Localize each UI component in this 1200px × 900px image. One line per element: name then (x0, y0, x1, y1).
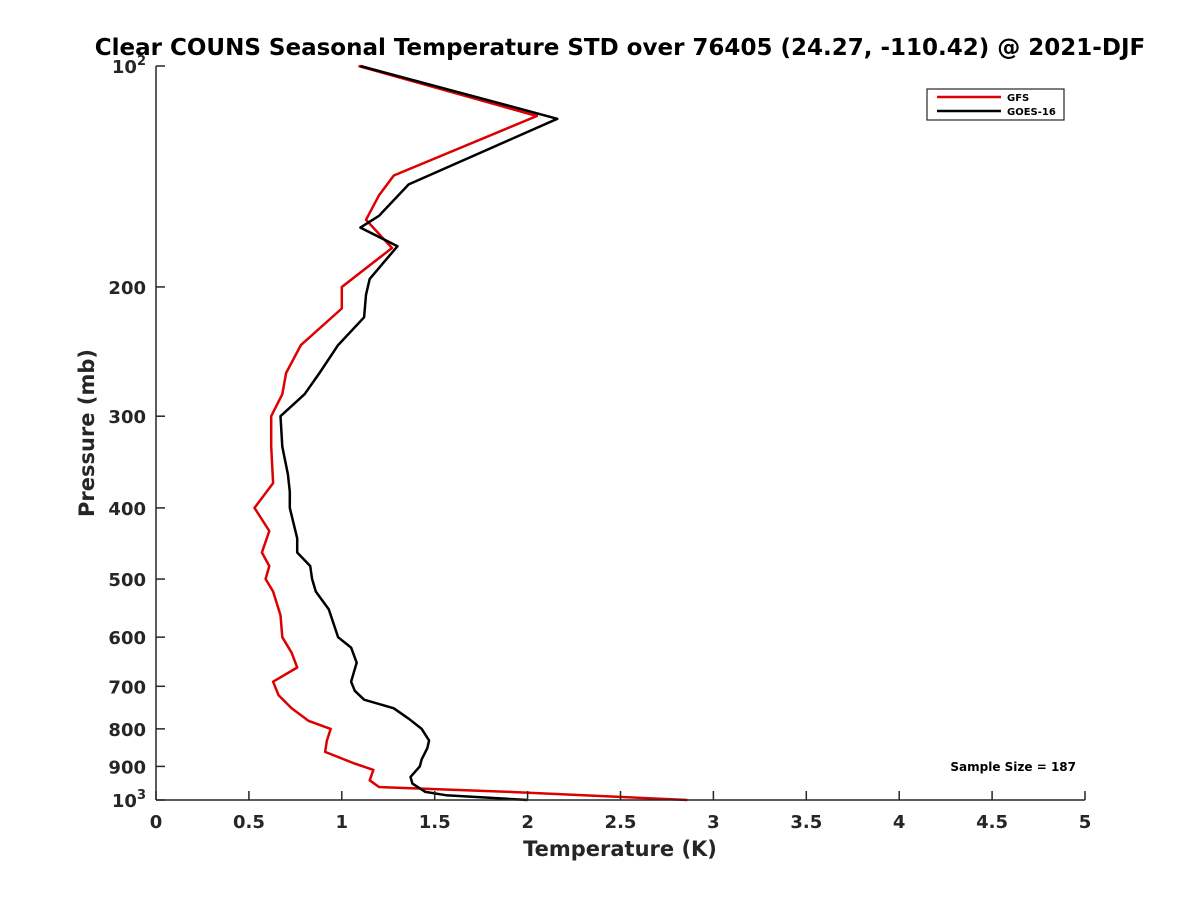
legend-label-gfs: GFS (1007, 93, 1029, 104)
y-tick-label: 600 (108, 628, 146, 649)
y-axis-ticks: 102 200 300 400 500 600 700 800 900 103 (108, 54, 165, 812)
x-axis-ticks: 0 0.5 1 1.5 2 2.5 3 3.5 4 4.5 5 (150, 791, 1092, 833)
y-tick-label: 200 (108, 278, 146, 299)
y-tick-label: 400 (108, 499, 146, 520)
y-tick-label: 102 (112, 54, 146, 78)
x-tick-label: 3.5 (790, 812, 822, 833)
x-tick-label: 4 (893, 812, 906, 833)
legend: GFS GOES-16 (926, 88, 1065, 121)
x-tick-label: 2.5 (605, 812, 637, 833)
y-tick-label: 500 (108, 570, 146, 591)
x-tick-label: 4.5 (976, 812, 1008, 833)
x-axis-label: Temperature (K) (523, 837, 717, 861)
y-tick-label: 300 (108, 407, 146, 428)
x-tick-label: 1.5 (419, 812, 451, 833)
series-line-gfs (253, 64, 688, 802)
x-tick-label: 2 (521, 812, 534, 833)
y-tick-label: 800 (108, 720, 146, 741)
legend-label-goes16: GOES-16 (1007, 107, 1056, 118)
y-axis-label: Pressure (mb) (75, 349, 99, 517)
x-tick-label: 0.5 (233, 812, 265, 833)
x-tick-label: 5 (1079, 812, 1092, 833)
sample-size-annotation: Sample Size = 187 (950, 760, 1076, 774)
y-tick-label: 700 (108, 677, 146, 698)
x-tick-label: 0 (150, 812, 163, 833)
legend-box (926, 88, 1065, 121)
x-tick-label: 1 (336, 812, 349, 833)
x-tick-label: 3 (707, 812, 720, 833)
series-line-goes16 (279, 64, 559, 802)
y-tick-label: 103 (112, 788, 146, 812)
axes-layer (155, 66, 1085, 801)
plot-area: 0 0.5 1 1.5 2 2.5 3 3.5 4 4.5 5 102 200 300 400 500 600… (108, 54, 1091, 833)
y-tick-label: 900 (108, 757, 146, 778)
series-layer (253, 64, 688, 802)
chart-title: Clear COUNS Seasonal Temperature STD ove… (95, 35, 1145, 61)
